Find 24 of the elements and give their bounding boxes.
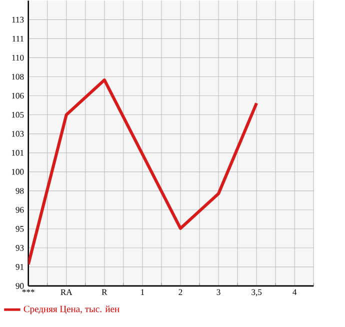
y-tick-label: 90 xyxy=(16,283,24,290)
y-tick-label: 108 xyxy=(12,74,24,80)
x-tick-label: 1 xyxy=(141,290,144,296)
x-tick-label: 4 xyxy=(292,290,297,296)
y-tick-label: 110 xyxy=(12,55,24,61)
legend-label: Средняя Цена, тыс. йен xyxy=(24,306,120,314)
y-tick-label: 105 xyxy=(12,112,24,118)
y-tick-label: 106 xyxy=(12,93,24,99)
y-tick-label: 113 xyxy=(12,17,24,23)
y-tick-label: 95 xyxy=(16,226,24,232)
x-tick-label: RA xyxy=(60,290,72,296)
y-tick-label: 100 xyxy=(12,169,24,175)
y-tick-label: 101 xyxy=(12,150,24,156)
y-tick-label: 98 xyxy=(16,188,24,194)
y-tick-label: 93 xyxy=(16,245,24,252)
y-tick-label: 111 xyxy=(12,36,24,42)
y-tick-label: 96 xyxy=(16,207,24,213)
y-tick-label: 91 xyxy=(16,264,24,270)
y-tick-label: 103 xyxy=(12,131,24,137)
x-tick-label: 3 xyxy=(216,290,220,296)
x-tick-label: R xyxy=(102,290,108,296)
x-tick-label: 3,5 xyxy=(252,290,262,296)
x-tick-label: 2 xyxy=(178,290,182,296)
x-tick-label: *** xyxy=(22,290,34,293)
